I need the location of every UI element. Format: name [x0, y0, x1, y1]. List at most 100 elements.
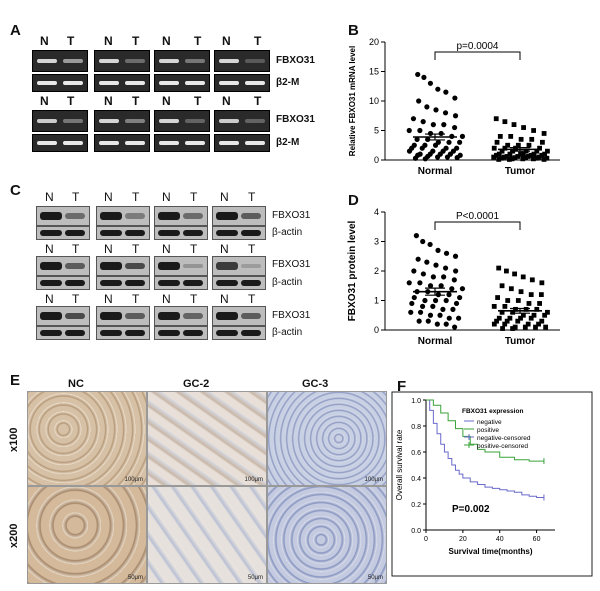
data-point [523, 306, 529, 312]
legend-label: positive-censored [477, 443, 528, 450]
scalebar: 100μm [124, 477, 143, 483]
col-header-gc2: GC-2 [183, 378, 210, 390]
data-point [430, 303, 436, 309]
gene-label-fbxo31: FBXO31 [272, 259, 311, 270]
legend-label: negative [477, 419, 502, 426]
control-label-b2m: β2-M [276, 77, 300, 88]
y-axis-label: FBXO31 protein level [347, 220, 358, 321]
gel-strip [154, 74, 210, 92]
gene-label-fbxo31: FBXO31 [276, 55, 315, 66]
ihc-image-nc-x100: 100μm [27, 391, 147, 486]
blot-strip [212, 226, 266, 240]
col-header-nc: NC [68, 378, 84, 390]
data-point [443, 297, 449, 304]
lane-n: N [104, 34, 113, 48]
data-point [499, 148, 505, 154]
lane-n: N [162, 292, 171, 306]
data-point [419, 145, 425, 151]
data-point [459, 133, 466, 139]
data-point [509, 156, 515, 162]
panel-label-f: F [397, 378, 407, 395]
chart-frame [391, 391, 593, 577]
data-point [432, 142, 439, 148]
data-point [528, 152, 534, 158]
data-point [420, 119, 426, 125]
scalebar: 50μm [247, 575, 263, 581]
data-point [443, 250, 450, 256]
data-point [452, 113, 459, 119]
data-point [408, 309, 414, 315]
data-point [446, 292, 452, 298]
blot-strip [36, 326, 90, 340]
x-tick-label: 60 [533, 536, 541, 543]
blot-strip [36, 206, 90, 226]
data-point [504, 154, 510, 159]
data-point [434, 154, 441, 160]
data-point [545, 148, 550, 154]
data-point [494, 139, 500, 145]
blot-strip [154, 306, 208, 326]
data-point [491, 145, 497, 151]
data-point [491, 154, 497, 160]
data-point [493, 116, 499, 122]
lane-n: N [222, 94, 231, 108]
blot-strip [96, 326, 150, 340]
y-tick-label: 0 [374, 155, 379, 165]
blot-strip [154, 276, 208, 290]
x-tick-label: 20 [459, 536, 467, 543]
y-tick-label: 0.0 [411, 528, 421, 535]
blot-strip [154, 256, 208, 276]
data-point [452, 324, 458, 330]
data-point [518, 151, 523, 157]
data-point [427, 80, 434, 86]
blot-strip [96, 256, 150, 276]
data-point [452, 95, 458, 101]
lane-t: T [190, 292, 198, 306]
data-point [518, 315, 523, 321]
data-point [518, 289, 524, 295]
gel-strip [94, 74, 150, 92]
lane-n: N [162, 242, 171, 256]
data-point [443, 89, 449, 95]
data-point [456, 315, 462, 321]
data-point [523, 155, 528, 161]
gene-label-fbxo31: FBXO31 [272, 210, 311, 221]
data-point [410, 116, 417, 122]
y-tick-label: 0 [374, 325, 379, 335]
data-point [430, 122, 436, 128]
significance-bracket [434, 221, 521, 230]
blot-strip [154, 206, 208, 226]
legend-label: positive [477, 427, 499, 434]
data-point [507, 151, 513, 157]
gel-strip [32, 50, 88, 72]
lane-t: T [72, 242, 80, 256]
lane-t: T [194, 34, 202, 48]
data-point [497, 134, 503, 139]
blot-strip [212, 256, 266, 276]
data-point [520, 274, 526, 280]
gel-strip [154, 110, 210, 132]
x-category-label: Tumor [505, 336, 535, 347]
scalebar: 50μm [367, 575, 383, 581]
data-point [526, 154, 531, 159]
y-tick-label: 20 [369, 37, 379, 47]
data-point [496, 315, 502, 321]
legend-label: negative-censored [477, 435, 531, 442]
lane-t: T [248, 190, 256, 204]
data-point [453, 268, 459, 274]
data-point [416, 98, 422, 104]
data-point [539, 152, 545, 158]
ihc-image-gc3-x100: 100μm [267, 391, 387, 486]
y-tick-label: 4 [374, 207, 379, 217]
scalebar: 100μm [364, 477, 383, 483]
data-point [446, 139, 452, 145]
gel-strip [214, 50, 270, 72]
lane-n: N [162, 190, 171, 204]
data-point [435, 86, 441, 92]
data-point [508, 286, 514, 292]
lane-t: T [67, 34, 75, 48]
data-point [433, 262, 439, 268]
data-point [518, 136, 524, 142]
ihc-image-gc2-x100: 100μm [147, 391, 267, 486]
data-point [515, 142, 521, 148]
